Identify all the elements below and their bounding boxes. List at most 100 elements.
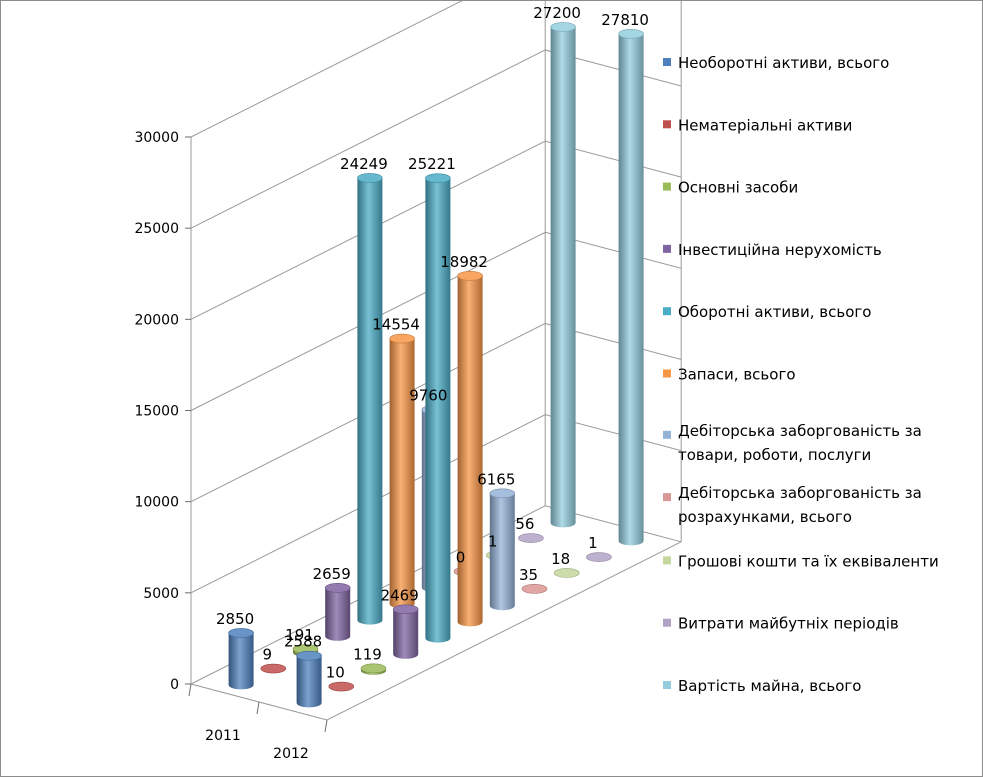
legend-swatch bbox=[663, 430, 671, 439]
data-label: 25221 bbox=[408, 155, 456, 173]
data-label: 24249 bbox=[340, 155, 388, 173]
legend-label: розрахунками, всього bbox=[678, 508, 852, 526]
legend-label: Необоротні активи, всього bbox=[678, 54, 889, 72]
bar bbox=[324, 583, 351, 641]
bar bbox=[357, 173, 383, 625]
bar bbox=[296, 650, 322, 708]
bar-top bbox=[553, 568, 580, 578]
legend-item: Вартість майна, всього bbox=[663, 677, 861, 695]
y-tick-label: 5000 bbox=[143, 586, 179, 602]
bar bbox=[521, 584, 548, 594]
bar-body bbox=[393, 609, 419, 659]
bar-top bbox=[457, 270, 483, 281]
legend-swatch bbox=[663, 618, 671, 627]
bar-top bbox=[618, 29, 644, 39]
bar-top bbox=[521, 584, 548, 594]
data-label: 0 bbox=[456, 549, 466, 567]
data-label: 35 bbox=[519, 566, 538, 584]
legend-swatch bbox=[663, 182, 671, 191]
bar bbox=[586, 552, 612, 562]
x-tick-mark bbox=[188, 683, 192, 697]
bar bbox=[618, 29, 644, 546]
data-label: 2588 bbox=[284, 633, 322, 651]
data-label: 56 bbox=[515, 515, 534, 533]
bar bbox=[518, 533, 544, 543]
y-tick-label: 0 bbox=[170, 677, 179, 693]
data-labels: 27200 27810 56 1 1 18 0 35 9760 6165 14554 18982 242… bbox=[216, 4, 649, 682]
bar-body bbox=[228, 632, 254, 690]
legend-swatch bbox=[663, 369, 671, 378]
bar bbox=[360, 663, 387, 676]
bar bbox=[425, 173, 451, 643]
legend-swatch bbox=[663, 307, 671, 316]
legend-item: Дебіторська заборгованість за товари, роб… bbox=[663, 422, 922, 464]
data-label: 27810 bbox=[601, 11, 649, 29]
x-tick-label: 2012 bbox=[273, 746, 309, 762]
bar-top bbox=[328, 681, 355, 692]
legend-label: Нематеріальні активи bbox=[678, 116, 852, 134]
y-tick-label: 30000 bbox=[134, 130, 179, 146]
y-axis: 0 5000 10000 15000 20000 25000 30000 bbox=[134, 130, 191, 693]
legend-label: Основні засоби bbox=[678, 179, 798, 197]
bar-top bbox=[489, 488, 516, 499]
legend-label: товари, роботи, послуги bbox=[678, 446, 871, 464]
data-label: 18982 bbox=[440, 253, 488, 271]
bar-top bbox=[357, 173, 383, 183]
bar-top bbox=[392, 604, 419, 615]
bar-body bbox=[357, 177, 383, 625]
y-tick-label: 25000 bbox=[134, 221, 179, 237]
bar-body bbox=[489, 493, 515, 611]
data-label: 9 bbox=[263, 646, 273, 664]
y-tick-label: 10000 bbox=[134, 495, 179, 511]
bar-top bbox=[260, 663, 287, 674]
bar bbox=[392, 604, 419, 659]
legend-swatch bbox=[663, 556, 671, 565]
legend-item: Дебіторська заборгованість за розрахункам… bbox=[663, 484, 922, 526]
legend-item: Грошові кошти та їх еквіваленти bbox=[663, 552, 939, 570]
legend-swatch bbox=[663, 120, 671, 129]
x-tick-mark bbox=[324, 719, 328, 733]
bar-body bbox=[550, 26, 576, 528]
bar-top bbox=[586, 552, 612, 562]
x-axis: 2011 2012 bbox=[188, 683, 328, 762]
data-label: 14554 bbox=[372, 316, 420, 334]
legend-swatch bbox=[663, 493, 671, 502]
bar-body bbox=[425, 178, 451, 643]
legend-item: Нематеріальні активи bbox=[663, 116, 852, 134]
bar-body bbox=[457, 275, 483, 627]
bar-top bbox=[425, 173, 451, 184]
bar bbox=[389, 333, 415, 609]
bar-top bbox=[296, 650, 322, 661]
bar-body bbox=[325, 587, 351, 641]
gridline bbox=[190, 1, 463, 138]
data-label: 6165 bbox=[477, 470, 515, 488]
legend-item: Необоротні активи, всього bbox=[663, 54, 889, 72]
bar-body bbox=[389, 338, 415, 609]
legend: Необоротні активи, всього Нематеріальні а… bbox=[663, 54, 939, 695]
legend-item: Запаси, всього bbox=[663, 366, 796, 384]
bar-top bbox=[360, 663, 387, 674]
bar-top bbox=[389, 333, 415, 344]
data-label: 1 bbox=[488, 532, 498, 550]
legend-item: Оборотні активи, всього bbox=[663, 303, 871, 321]
bar bbox=[328, 681, 355, 692]
bar-body bbox=[296, 655, 322, 708]
data-label: 27200 bbox=[533, 4, 581, 22]
legend-swatch bbox=[663, 244, 671, 253]
bar-top bbox=[550, 22, 576, 32]
data-label: 2850 bbox=[216, 610, 254, 628]
bar-top bbox=[324, 583, 351, 593]
data-label: 10 bbox=[326, 664, 345, 682]
legend-label: Вартість майна, всього bbox=[678, 677, 861, 695]
legend-label: Дебіторська заборгованість за bbox=[678, 422, 922, 440]
legend-swatch bbox=[663, 58, 671, 66]
data-label: 18 bbox=[551, 550, 570, 568]
legend-swatch bbox=[663, 681, 671, 689]
chart-bars bbox=[228, 22, 644, 708]
bar bbox=[228, 628, 254, 690]
legend-label: Грошові кошти та їх еквіваленти bbox=[678, 552, 939, 570]
legend-label: Інвестиційна нерухомість bbox=[678, 241, 882, 259]
legend-label: Витрати майбутніх періодів bbox=[678, 615, 899, 633]
